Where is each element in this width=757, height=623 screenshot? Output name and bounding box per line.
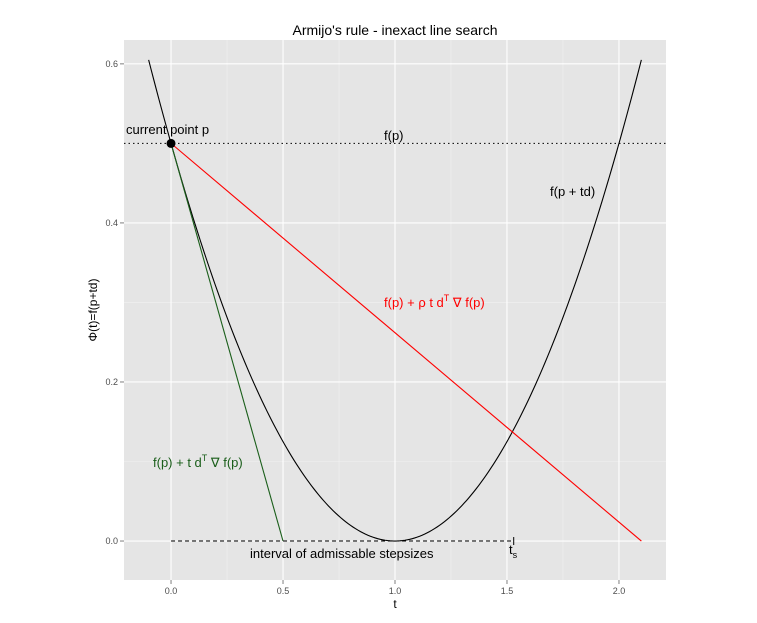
armijo-red-line xyxy=(170,142,642,542)
tangent-green-line xyxy=(170,143,284,542)
y-tick-label: 0.2 xyxy=(105,377,118,387)
tangent-label: f(p) + t dT ∇ f(p) xyxy=(153,453,243,470)
current-point-label: current point p xyxy=(126,122,209,137)
x-tick-label: 0.0 xyxy=(165,586,178,596)
fptd-label: f(p + td) xyxy=(550,184,595,199)
fp-label: f(p) xyxy=(384,128,404,143)
x-tick-label: 2.0 xyxy=(613,586,626,596)
y-tick-label: 0.6 xyxy=(105,59,118,69)
interval-label: interval of admissable stepsizes xyxy=(250,546,434,561)
fptd-curve xyxy=(148,59,642,542)
x-tick-label: 1.5 xyxy=(501,586,514,596)
major-gridlines xyxy=(124,40,666,580)
x-axis-ticks: 0.0 0.5 1.0 1.5 2.0 xyxy=(165,580,625,596)
x-tick-label: 0.5 xyxy=(277,586,290,596)
y-tick-label: 0.0 xyxy=(105,536,118,546)
x-tick-label: 1.0 xyxy=(389,586,402,596)
y-axis-label: Φ(t)=f(p+td) xyxy=(86,279,100,342)
x-axis-label: t xyxy=(393,597,397,611)
current-point-marker xyxy=(166,138,176,148)
armijo-condition-label: f(p) + ρ t dT ∇ f(p) xyxy=(384,293,485,310)
y-tick-label: 0.4 xyxy=(105,218,118,228)
ts-label: ts xyxy=(509,542,518,560)
chart-title: Armijo's rule - inexact line search xyxy=(293,22,498,38)
y-axis-ticks: 0.0 0.2 0.4 0.6 xyxy=(105,59,124,546)
